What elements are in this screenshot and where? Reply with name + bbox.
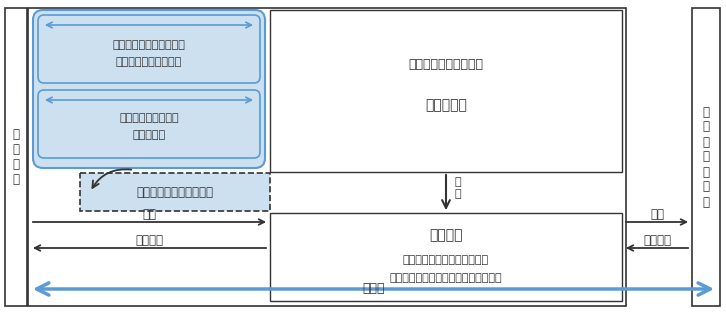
Bar: [28, 8, 626, 306]
Text: ＆インパクト投資事業有限責任組合）: ＆インパクト投資事業有限責任組合）: [390, 273, 502, 283]
FancyBboxPatch shape: [38, 90, 260, 158]
Text: 運
用: 運 用: [454, 177, 461, 199]
Text: 情報、共創機会の提供: 情報、共創機会の提供: [116, 57, 182, 67]
Bar: [5, 8, 27, 306]
FancyBboxPatch shape: [38, 15, 260, 83]
Text: （ＥＥＩ）: （ＥＥＩ）: [425, 98, 467, 112]
FancyBboxPatch shape: [33, 10, 265, 168]
Text: リターン: リターン: [135, 234, 163, 246]
Text: 共　創: 共 創: [363, 283, 386, 295]
Text: （ＥＥＩ４号イノベーション: （ＥＥＩ４号イノベーション: [403, 255, 489, 265]
Bar: [80, 173, 270, 211]
Bar: [692, 8, 720, 306]
Text: 九
州
電
力: 九 州 電 力: [12, 128, 20, 186]
Text: 知見の提供: 知見の提供: [132, 130, 166, 140]
Bar: [270, 10, 622, 172]
Bar: [270, 213, 622, 301]
Text: ベンチャー企業に関する: ベンチャー企業に関する: [113, 40, 185, 50]
Text: 出資: 出資: [142, 208, 156, 220]
Text: エネルギーに関する: エネルギーに関する: [119, 113, 179, 123]
Text: ㈱環境エネルギー投資: ㈱環境エネルギー投資: [409, 58, 484, 72]
Text: ファンド: ファンド: [429, 228, 462, 242]
Text: 戦略的パートナーシップ: 戦略的パートナーシップ: [136, 186, 213, 198]
Text: ベ
ン
チ
ャ
ー
企
業: ベ ン チ ャ ー 企 業: [703, 106, 709, 208]
Text: 出資: 出資: [650, 208, 664, 220]
Text: リターン: リターン: [643, 234, 671, 246]
